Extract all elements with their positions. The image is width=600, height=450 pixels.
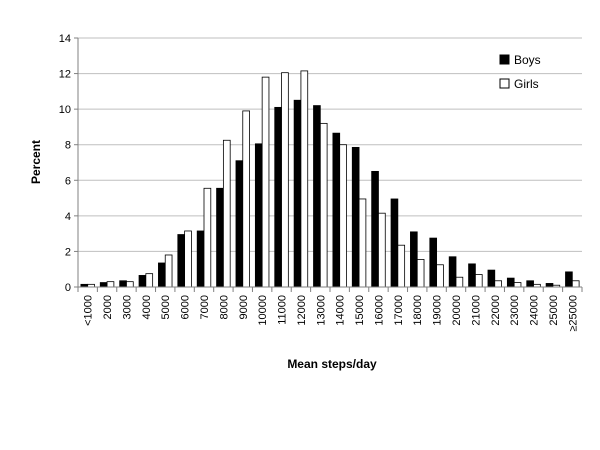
- x-tick-label: 7000: [199, 295, 211, 319]
- x-tick-label: 13000: [315, 295, 327, 326]
- bar-boys-20: [468, 263, 476, 288]
- legend-swatch-girls: [499, 78, 510, 89]
- bar-boys-21: [487, 269, 496, 288]
- x-tick-label: 8000: [218, 295, 230, 319]
- x-tick-label: 21000: [470, 295, 482, 326]
- bar-boys-10: [274, 106, 282, 288]
- bar-boys-16: [390, 198, 399, 288]
- y-tick-label: 10: [59, 104, 71, 116]
- bar-boys-3: [138, 275, 147, 288]
- y-tick-labels: 0 2 4 6 8 10 12 14: [59, 33, 71, 294]
- bar-girls-9: [261, 76, 270, 288]
- y-axis-title: Percent: [29, 140, 43, 184]
- bar-girls-16: [397, 244, 406, 288]
- bar-boys-7: [216, 187, 224, 288]
- x-tick-label: <1000: [83, 295, 95, 326]
- bar-boys-14: [351, 146, 360, 288]
- x-tick-label: 16000: [373, 295, 385, 326]
- x-tick-label: 25000: [548, 295, 560, 326]
- bar-girls-8: [242, 110, 250, 288]
- bar-boys-22: [506, 277, 515, 288]
- legend-label-boys: Boys: [514, 53, 541, 67]
- x-tick-label: 18000: [412, 295, 424, 326]
- legend: Boys Girls: [499, 53, 541, 91]
- bar-boys-8: [235, 160, 244, 288]
- bar-girls-6: [203, 187, 212, 288]
- bar-girls-10: [281, 72, 289, 288]
- x-tick-label: 10000: [257, 295, 269, 326]
- y-tick-label: 8: [65, 140, 71, 152]
- bar-boys-6: [196, 230, 205, 288]
- bar-girls-25: [571, 280, 580, 288]
- bar-girls-20: [474, 274, 483, 288]
- x-tick-label: 11000: [277, 295, 289, 325]
- bar-girls-4: [164, 254, 173, 288]
- x-tick-label: 24000: [529, 295, 541, 326]
- bar-boys-19: [448, 256, 457, 288]
- bar-girls-11: [300, 70, 309, 288]
- bar-girls-19: [455, 276, 464, 288]
- x-tick-label: 17000: [393, 295, 405, 326]
- bar-boys-12: [313, 105, 321, 288]
- bar-boys-24: [545, 283, 554, 288]
- bar-boys-23: [526, 280, 534, 288]
- bar-boys-2: [119, 280, 127, 288]
- bar-girls-7: [222, 139, 231, 288]
- axes: [74, 37, 583, 292]
- bar-girls-22: [513, 282, 522, 288]
- bar-girls-21: [494, 280, 502, 288]
- bar-girls-18: [436, 264, 444, 288]
- y-tick-label: 0: [65, 282, 71, 294]
- y-tick-label: 12: [59, 69, 71, 81]
- bar-boys-17: [410, 231, 418, 288]
- x-axis-title: Mean steps/day: [287, 357, 377, 371]
- bars: [80, 70, 580, 288]
- bar-boys-15: [371, 170, 379, 288]
- y-tick-label: 6: [65, 175, 71, 187]
- y-tick-label: 2: [65, 246, 71, 258]
- x-tick-label: 6000: [180, 295, 192, 319]
- bar-girls-5: [184, 230, 192, 288]
- bar-boys-1: [99, 282, 108, 288]
- x-tick-label: 9000: [238, 295, 250, 319]
- bar-girls-2: [126, 281, 134, 288]
- bar-boys-25: [565, 271, 573, 288]
- bar-girls-3: [145, 273, 154, 288]
- bar-girls-15: [378, 212, 386, 288]
- x-tick-label: 15000: [354, 295, 366, 326]
- legend-swatch-boys: [499, 54, 510, 65]
- bar-girls-14: [358, 198, 367, 288]
- x-tick-label: 4000: [141, 295, 153, 319]
- x-tick-label: 12000: [296, 295, 308, 326]
- y-tick-label: 4: [65, 211, 71, 223]
- bar-boys-11: [293, 99, 302, 288]
- x-tick-label: ≥25000: [567, 295, 579, 332]
- bar-girls-13: [339, 144, 347, 288]
- y-tick-label: 14: [59, 33, 71, 45]
- x-tick-label: 3000: [121, 295, 133, 319]
- bar-boys-9: [254, 143, 263, 288]
- x-tick-label: 14000: [335, 295, 347, 326]
- bar-boys-5: [177, 234, 186, 288]
- x-tick-label: 2000: [102, 295, 114, 319]
- bar-boys-4: [158, 262, 166, 288]
- x-tick-label: 22000: [490, 295, 502, 326]
- bar-girls-12: [319, 122, 328, 288]
- bar-girls-17: [416, 259, 425, 288]
- bar-boys-13: [332, 132, 341, 288]
- x-tick-label: 5000: [160, 295, 172, 319]
- x-tick-label: 19000: [432, 295, 444, 326]
- legend-label-girls: Girls: [514, 77, 539, 91]
- x-tick-label: 23000: [509, 295, 521, 326]
- x-tick-labels: <1000 2000 3000 4000 5000 6000 7000 8000 9000 100…: [83, 295, 580, 332]
- bar-boys-18: [429, 237, 438, 288]
- gridlines: [78, 37, 582, 252]
- bar-girls-1: [106, 281, 115, 288]
- x-tick-label: 20000: [451, 295, 463, 326]
